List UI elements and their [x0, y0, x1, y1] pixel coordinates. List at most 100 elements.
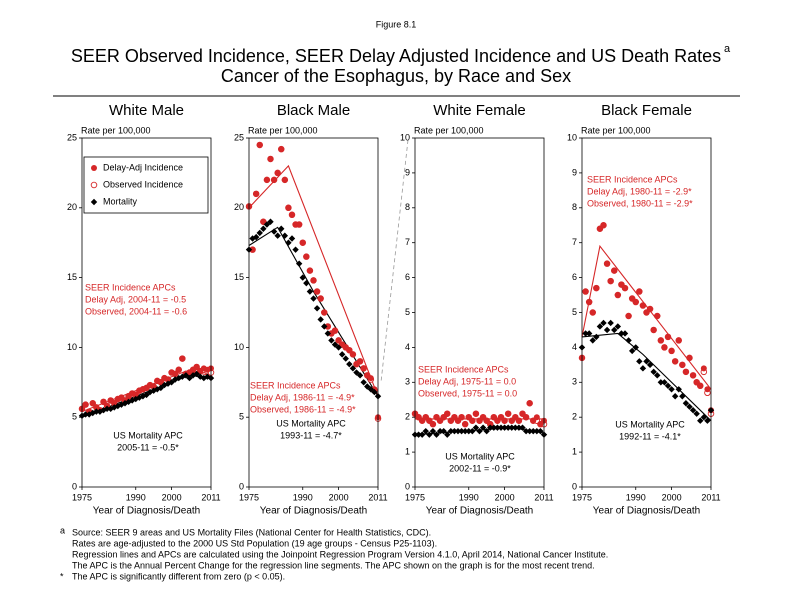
mortality-point [440, 427, 447, 435]
mortality-point [490, 424, 498, 431]
incidence-point [317, 295, 324, 302]
legend-label: Mortality [103, 196, 138, 206]
mortality-point [260, 225, 267, 232]
incidence-point [256, 141, 263, 148]
mortality-point [82, 411, 89, 418]
incidence-point [650, 326, 657, 333]
incidence-point [614, 292, 621, 299]
incidence-point [523, 414, 530, 421]
mortality-point [479, 424, 487, 431]
x-tick-label: 1990 [459, 492, 479, 502]
x-tick-label: 2000 [662, 492, 682, 502]
incidence-point [274, 169, 281, 176]
mortality-point [278, 225, 285, 232]
incidence-point [697, 382, 704, 389]
incidence-point [647, 306, 654, 313]
mortality-point [263, 221, 271, 228]
incidence-point [349, 351, 356, 358]
mortality-point [682, 400, 690, 407]
apc-annotation: Observed, 2004-11 = -0.6 [85, 306, 187, 316]
apc-annotation: SEER Incidence APCs [418, 364, 509, 374]
mortality-point [433, 431, 440, 438]
mortality-point [461, 427, 469, 435]
incidence-point [263, 176, 270, 183]
mortality-point [657, 379, 665, 386]
incidence-point [533, 414, 540, 421]
mortality-point [469, 427, 476, 435]
x-tick-label: 1975 [572, 492, 592, 502]
incidence-point [462, 421, 469, 428]
incidence-point [607, 278, 614, 285]
incidence-point [89, 400, 96, 407]
x-axis-label: Year of Diagnosis/Death [93, 506, 200, 517]
incidence-point [604, 260, 611, 267]
mortality-point [697, 417, 704, 424]
apc-annotation: 1992-11 = -4.1* [619, 431, 681, 441]
y-tick-label: 20 [234, 202, 244, 212]
panel-title: Black Female [601, 102, 692, 119]
mortality-point [632, 344, 639, 351]
legend-marker [90, 181, 98, 189]
mortality-point [360, 379, 367, 386]
y-tick-label: 9 [572, 167, 577, 177]
y-tick-label: 7 [572, 237, 577, 247]
mortality-point [600, 319, 607, 327]
mortality-point [288, 235, 296, 242]
panel-title: White Male [109, 102, 184, 119]
y-tick-label: 0 [239, 481, 244, 491]
apc-annotation: US Mortality APC [445, 451, 515, 461]
apc-annotation: SEER Incidence APCs [250, 380, 341, 390]
mortality-point [654, 372, 661, 379]
apc-annotation: US Mortality APC [615, 419, 685, 429]
mortality-point [700, 414, 708, 421]
incidence-point [526, 400, 533, 407]
apc-annotation: SEER Incidence APCs [85, 282, 176, 292]
y-tick-label: 5 [405, 307, 410, 317]
incidence-point [586, 299, 593, 306]
incidence-point [289, 211, 295, 218]
legend-box [83, 156, 209, 214]
mortality-point [324, 330, 332, 337]
y-tick-label: 15 [67, 272, 77, 282]
apc-annotation: Delay Adj, 1980-11 = -2.9* [587, 186, 692, 196]
x-tick-label: 2000 [329, 492, 349, 502]
incidence-point [132, 391, 139, 398]
mortality-point [646, 361, 654, 369]
mortality-point [628, 347, 636, 355]
incidence-point [299, 239, 306, 246]
incidence-point [303, 253, 310, 260]
mortality-point [436, 427, 444, 435]
y-tick-label: 7 [405, 237, 410, 247]
x-tick-label: 2000 [495, 492, 515, 502]
y-axis-label: Rate per 100,000 [248, 125, 318, 135]
mortality-point [274, 232, 281, 239]
mortality-point [693, 410, 700, 417]
apc-annotation: Delay Adj, 1986-11 = -4.9* [250, 392, 355, 402]
incidence-point [661, 344, 668, 351]
incidence-point [657, 337, 664, 344]
y-tick-label: 25 [67, 132, 77, 142]
x-tick-label: 1975 [405, 492, 425, 502]
y-tick-label: 10 [567, 132, 577, 142]
incidence-point [679, 361, 686, 368]
incidence-point [582, 288, 589, 295]
mortality-point [533, 427, 541, 435]
mortality-point [515, 424, 523, 431]
regression-line [248, 164, 379, 397]
incidence-point [175, 366, 182, 373]
incidence-point [285, 204, 292, 211]
y-tick-label: 3 [405, 377, 410, 387]
incidence-point [672, 358, 679, 365]
incidence-point [636, 288, 643, 295]
mortality-point [454, 427, 462, 435]
y-tick-label: 0 [72, 481, 77, 491]
mortality-point [335, 344, 342, 351]
y-axis-label: Rate per 100,000 [581, 125, 651, 135]
y-tick-label: 8 [572, 202, 577, 212]
incidence-point [639, 302, 646, 309]
x-tick-label: 2011 [701, 492, 720, 502]
mortality-point [483, 427, 490, 435]
x-tick-label: 1990 [293, 492, 313, 502]
mortality-point [603, 326, 611, 334]
incidence-point [260, 218, 267, 225]
